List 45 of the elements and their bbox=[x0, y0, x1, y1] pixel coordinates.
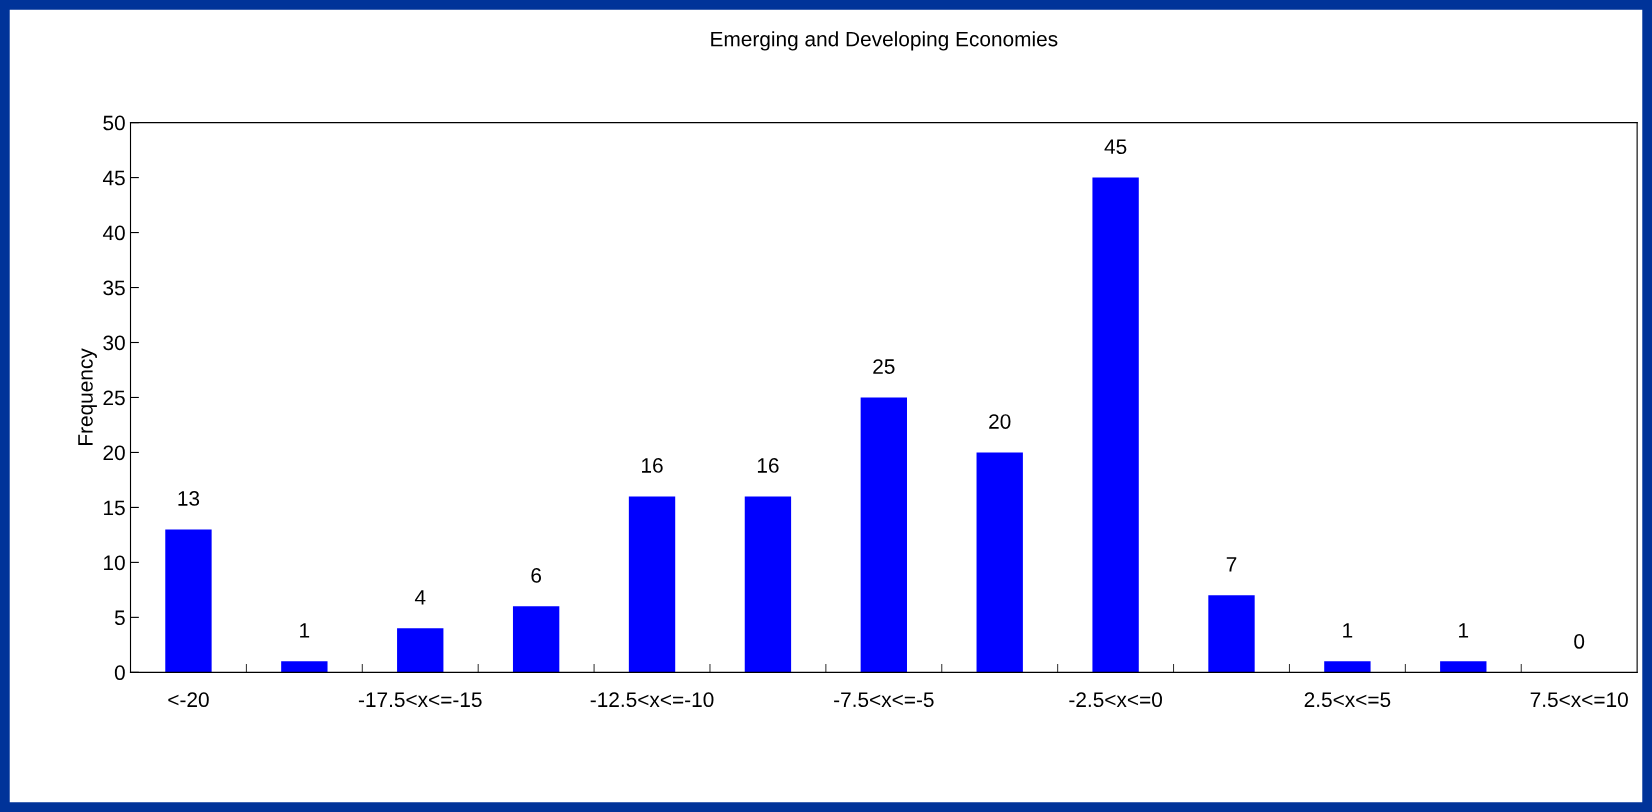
data-label: 16 bbox=[757, 458, 779, 473]
data-label: 4 bbox=[414, 590, 426, 605]
x-tick-label: -7.5<x<=-5 bbox=[834, 692, 934, 708]
y-tick-label: 5 bbox=[114, 610, 125, 626]
bar bbox=[860, 397, 907, 673]
bar bbox=[281, 661, 328, 673]
data-label: 20 bbox=[989, 414, 1011, 429]
x-tick-label: 2.5<x<=5 bbox=[1304, 692, 1391, 708]
y-tick-label: 25 bbox=[103, 390, 125, 406]
bar bbox=[1440, 661, 1487, 673]
y-tick-label: 20 bbox=[103, 445, 125, 461]
bar bbox=[1324, 661, 1371, 673]
y-tick-label: 30 bbox=[103, 335, 125, 351]
data-label: 1 bbox=[1343, 623, 1353, 638]
y-axis-title: Frequency bbox=[78, 348, 97, 445]
x-tick-label: -12.5<x<=-10 bbox=[590, 692, 714, 708]
data-label: 45 bbox=[1104, 139, 1127, 155]
bar bbox=[744, 496, 792, 673]
bar bbox=[512, 606, 560, 673]
bar bbox=[397, 628, 444, 673]
y-tick-label: 40 bbox=[102, 225, 125, 241]
data-label: 1 bbox=[300, 623, 310, 638]
x-tick-label: -2.5<x<=0 bbox=[1069, 692, 1162, 708]
data-label: 7 bbox=[1226, 557, 1237, 572]
y-tick-label: 10 bbox=[104, 555, 125, 571]
y-tick-label: 45 bbox=[102, 170, 125, 186]
x-tick-label: <-20 bbox=[168, 692, 209, 708]
data-label: 25 bbox=[873, 359, 895, 374]
y-tick-label: 0 bbox=[114, 665, 125, 681]
data-label: 1 bbox=[1459, 623, 1469, 638]
y-tick-label: 35 bbox=[103, 280, 125, 296]
bar bbox=[628, 496, 676, 673]
bar bbox=[165, 529, 212, 673]
bar bbox=[1092, 177, 1139, 673]
x-tick-label: -17.5<x<=-15 bbox=[358, 692, 482, 708]
chart-title: Emerging and Developing Economies bbox=[711, 31, 1058, 51]
data-label: 16 bbox=[642, 458, 663, 473]
bar bbox=[1208, 595, 1255, 673]
data-label: 6 bbox=[531, 568, 542, 583]
y-tick-label: 15 bbox=[104, 500, 125, 516]
x-tick-label: 7.5<x<=10 bbox=[1530, 692, 1628, 708]
y-tick-label: 50 bbox=[103, 115, 125, 131]
data-label: 0 bbox=[1574, 634, 1585, 649]
data-label: 13 bbox=[178, 491, 200, 506]
bar bbox=[976, 452, 1023, 673]
